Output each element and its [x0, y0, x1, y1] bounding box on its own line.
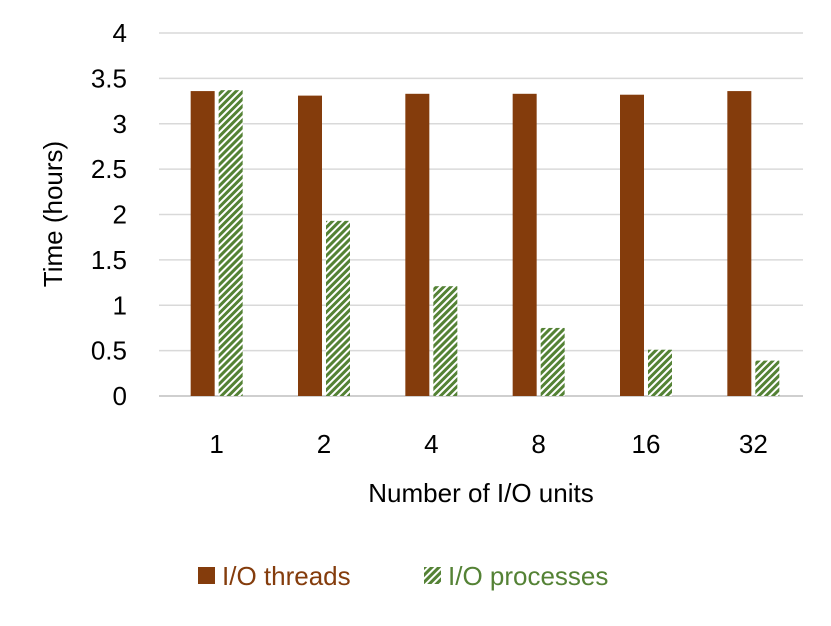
- x-tick-label: 4: [424, 429, 438, 459]
- x-axis-tick-labels: 1 2 4 8 16 32: [209, 429, 767, 459]
- x-tick-label: 2: [317, 429, 331, 459]
- bar-io-threads: [512, 93, 537, 397]
- x-tick-label: 32: [739, 429, 768, 459]
- y-tick-label: 3.5: [91, 63, 127, 93]
- x-tick-label: 1: [209, 429, 223, 459]
- bar-io-processes: [540, 327, 565, 396]
- bar-io-processes: [218, 90, 243, 397]
- bar-io-threads: [620, 94, 644, 397]
- bar-io-processes: [433, 286, 458, 396]
- bar-io-threads: [298, 95, 322, 397]
- legend-swatch: [424, 567, 441, 584]
- legend-label: I/O threads: [222, 561, 351, 591]
- bars: [190, 90, 780, 397]
- x-tick-label: 16: [632, 429, 661, 459]
- x-axis-title: Number of I/O units: [368, 478, 593, 508]
- y-tick-label: 1.5: [91, 245, 127, 275]
- y-tick-label: 2: [113, 200, 127, 230]
- bar-io-threads: [190, 91, 215, 396]
- bar-io-processes: [648, 349, 672, 396]
- bar-io-threads: [727, 91, 752, 396]
- y-axis-tick-labels: 0 0.5 1 1.5 2 2.5 3 3.5 4: [91, 18, 127, 411]
- bar-io-processes: [755, 360, 780, 396]
- legend-label: I/O processes: [448, 561, 608, 591]
- y-tick-label: 4: [113, 18, 127, 48]
- y-tick-label: 1: [113, 290, 127, 320]
- x-tick-label: 8: [531, 429, 545, 459]
- y-tick-label: 0.5: [91, 336, 127, 366]
- y-tick-label: 0: [113, 381, 127, 411]
- y-axis-title: Time (hours): [38, 141, 68, 287]
- gridlines: [159, 32, 803, 397]
- bar-io-processes: [326, 220, 350, 396]
- legend-swatch: [198, 567, 215, 584]
- legend: I/O threads I/O processes: [198, 561, 608, 591]
- bar-io-threads: [405, 93, 430, 397]
- y-tick-label: 2.5: [91, 154, 127, 184]
- y-tick-label: 3: [113, 109, 127, 139]
